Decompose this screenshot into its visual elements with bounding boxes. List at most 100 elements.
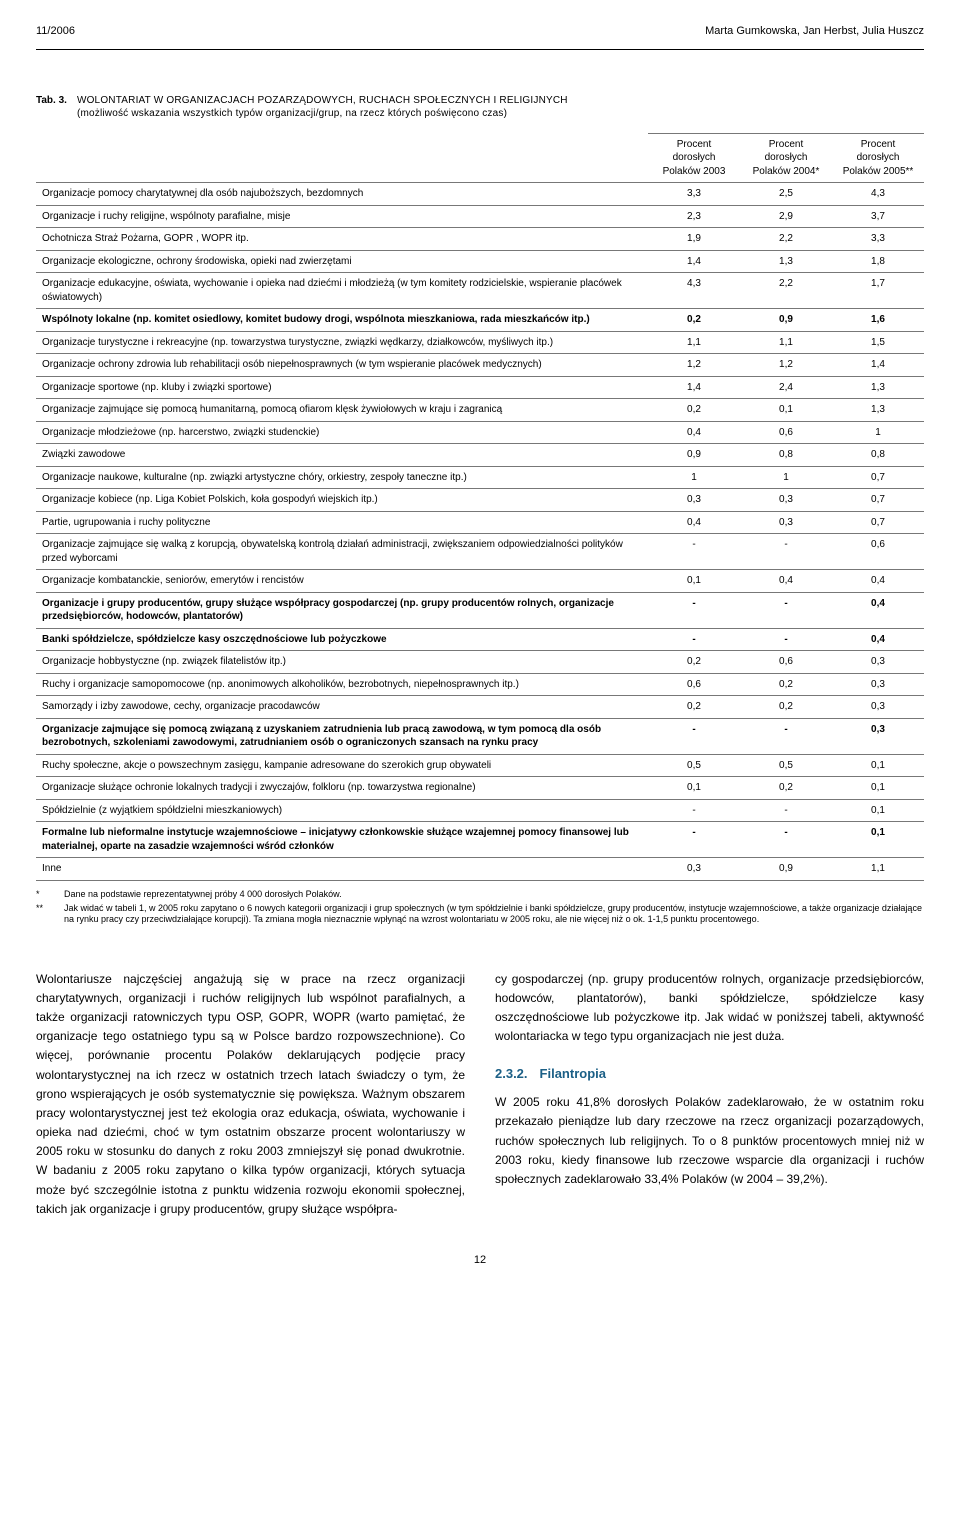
row-value: 0,6 (648, 673, 740, 696)
table-row: Organizacje edukacyjne, oświata, wychowa… (36, 273, 924, 309)
table-label: Tab. 3. (36, 94, 67, 121)
row-value: 2,4 (740, 376, 832, 399)
row-value: 0,8 (740, 444, 832, 467)
row-value: 0,1 (832, 754, 924, 777)
row-value: 1,3 (740, 250, 832, 273)
row-value: - (648, 718, 740, 754)
row-label: Organizacje naukowe, kulturalne (np. zwi… (36, 466, 648, 489)
row-value: 0,4 (648, 421, 740, 444)
table-row: Organizacje zajmujące się pomocą humanit… (36, 399, 924, 422)
row-label: Ruchy społeczne, akcje o powszechnym zas… (36, 754, 648, 777)
row-label: Samorządy i izby zawodowe, cechy, organi… (36, 696, 648, 719)
footnote: **Jak widać w tabeli 1, w 2005 roku zapy… (36, 903, 924, 926)
row-value: 0,5 (740, 754, 832, 777)
row-label: Organizacje turystyczne i rekreacyjne (n… (36, 331, 648, 354)
row-label: Ochotnicza Straż Pożarna, GOPR , WOPR it… (36, 228, 648, 251)
row-label: Organizacje zajmujące się walką z korupc… (36, 534, 648, 570)
col-header: Procent dorosłych Polaków 2005** (832, 133, 924, 183)
row-value: 3,3 (648, 183, 740, 206)
row-value: 0,1 (832, 799, 924, 822)
row-value: 1,1 (740, 331, 832, 354)
footnote: *Dane na podstawie reprezentatywnej prób… (36, 889, 924, 900)
row-value: - (648, 799, 740, 822)
row-label: Organizacje zajmujące się pomocą związan… (36, 718, 648, 754)
row-value: - (648, 592, 740, 628)
row-value: 0,2 (648, 651, 740, 674)
row-value: 4,3 (648, 273, 740, 309)
row-label: Organizacje sportowe (np. kluby i związk… (36, 376, 648, 399)
row-value: 1 (832, 421, 924, 444)
row-label: Organizacje kobiece (np. Liga Kobiet Pol… (36, 489, 648, 512)
row-label: Organizacje młodzieżowe (np. harcerstwo,… (36, 421, 648, 444)
table-row: Organizacje naukowe, kulturalne (np. zwi… (36, 466, 924, 489)
col-header: Procent dorosłych Polaków 2004* (740, 133, 832, 183)
row-label: Organizacje zajmujące się pomocą humanit… (36, 399, 648, 422)
table-row: Organizacje zajmujące się pomocą związan… (36, 718, 924, 754)
row-value: 2,2 (740, 273, 832, 309)
row-value: 0,5 (648, 754, 740, 777)
row-value: 0,1 (832, 822, 924, 858)
row-value: - (648, 628, 740, 651)
row-value: 1,3 (832, 399, 924, 422)
table-row: Związki zawodowe0,90,80,8 (36, 444, 924, 467)
row-value: 1,3 (832, 376, 924, 399)
table-row: Organizacje sportowe (np. kluby i związk… (36, 376, 924, 399)
row-value: 1,1 (648, 331, 740, 354)
row-label: Inne (36, 858, 648, 881)
row-value: 2,5 (740, 183, 832, 206)
table-row: Organizacje służące ochronie lokalnych t… (36, 777, 924, 800)
row-value: 1,4 (648, 376, 740, 399)
col-header: Procent dorosłych Polaków 2003 (648, 133, 740, 183)
row-label: Organizacje ekologiczne, ochrony środowi… (36, 250, 648, 273)
table-row: Organizacje ekologiczne, ochrony środowi… (36, 250, 924, 273)
table-row: Organizacje hobbystyczne (np. związek fi… (36, 651, 924, 674)
table-footnotes: *Dane na podstawie reprezentatywnej prób… (36, 889, 924, 926)
row-value: - (740, 718, 832, 754)
row-value: 1,1 (832, 858, 924, 881)
table-row: Organizacje i ruchy religijne, wspólnoty… (36, 205, 924, 228)
row-value: - (740, 799, 832, 822)
row-value: 0,4 (740, 570, 832, 593)
row-value: 0,3 (832, 718, 924, 754)
row-value: - (648, 534, 740, 570)
row-value: 0,9 (740, 309, 832, 332)
row-value: 2,2 (740, 228, 832, 251)
row-value: 0,2 (648, 696, 740, 719)
row-value: 0,2 (648, 309, 740, 332)
row-value: 0,1 (648, 777, 740, 800)
authors: Marta Gumkowska, Jan Herbst, Julia Huszc… (705, 24, 924, 39)
row-label: Formalne lub nieformalne instytucje wzaj… (36, 822, 648, 858)
row-label: Spółdzielnie (z wyjątkiem spółdzielni mi… (36, 799, 648, 822)
row-label: Organizacje hobbystyczne (np. związek fi… (36, 651, 648, 674)
header-rule (36, 49, 924, 50)
table-row: Organizacje młodzieżowe (np. harcerstwo,… (36, 421, 924, 444)
row-value: - (740, 534, 832, 570)
row-value: 0,2 (740, 777, 832, 800)
row-value: 1,9 (648, 228, 740, 251)
table-row: Banki spółdzielcze, spółdzielcze kasy os… (36, 628, 924, 651)
row-value: 0,9 (740, 858, 832, 881)
row-value: 1,2 (648, 354, 740, 377)
table-row: Inne0,30,91,1 (36, 858, 924, 881)
row-value: 0,3 (648, 489, 740, 512)
row-value: 0,2 (648, 399, 740, 422)
row-value: 0,4 (832, 628, 924, 651)
table-row: Organizacje ochrony zdrowia lub rehabili… (36, 354, 924, 377)
running-header: 11/2006 Marta Gumkowska, Jan Herbst, Jul… (36, 24, 924, 39)
row-value: 1 (648, 466, 740, 489)
table-row: Organizacje pomocy charytatywnej dla osó… (36, 183, 924, 206)
row-value: 0,8 (832, 444, 924, 467)
table-row: Organizacje turystyczne i rekreacyjne (n… (36, 331, 924, 354)
row-label: Banki spółdzielcze, spółdzielcze kasy os… (36, 628, 648, 651)
row-value: 0,7 (832, 489, 924, 512)
row-value: - (740, 628, 832, 651)
row-value: 0,4 (648, 511, 740, 534)
table-row: Ochotnicza Straż Pożarna, GOPR , WOPR it… (36, 228, 924, 251)
row-value: 2,3 (648, 205, 740, 228)
row-value: 1,8 (832, 250, 924, 273)
body-paragraph: Wolontariusze najczęściej angażują się w… (36, 970, 465, 1219)
row-value: 0,6 (832, 534, 924, 570)
table-row: Ruchy i organizacje samopomocowe (np. an… (36, 673, 924, 696)
row-value: 0,3 (832, 696, 924, 719)
table-row: Organizacje i grupy producentów, grupy s… (36, 592, 924, 628)
